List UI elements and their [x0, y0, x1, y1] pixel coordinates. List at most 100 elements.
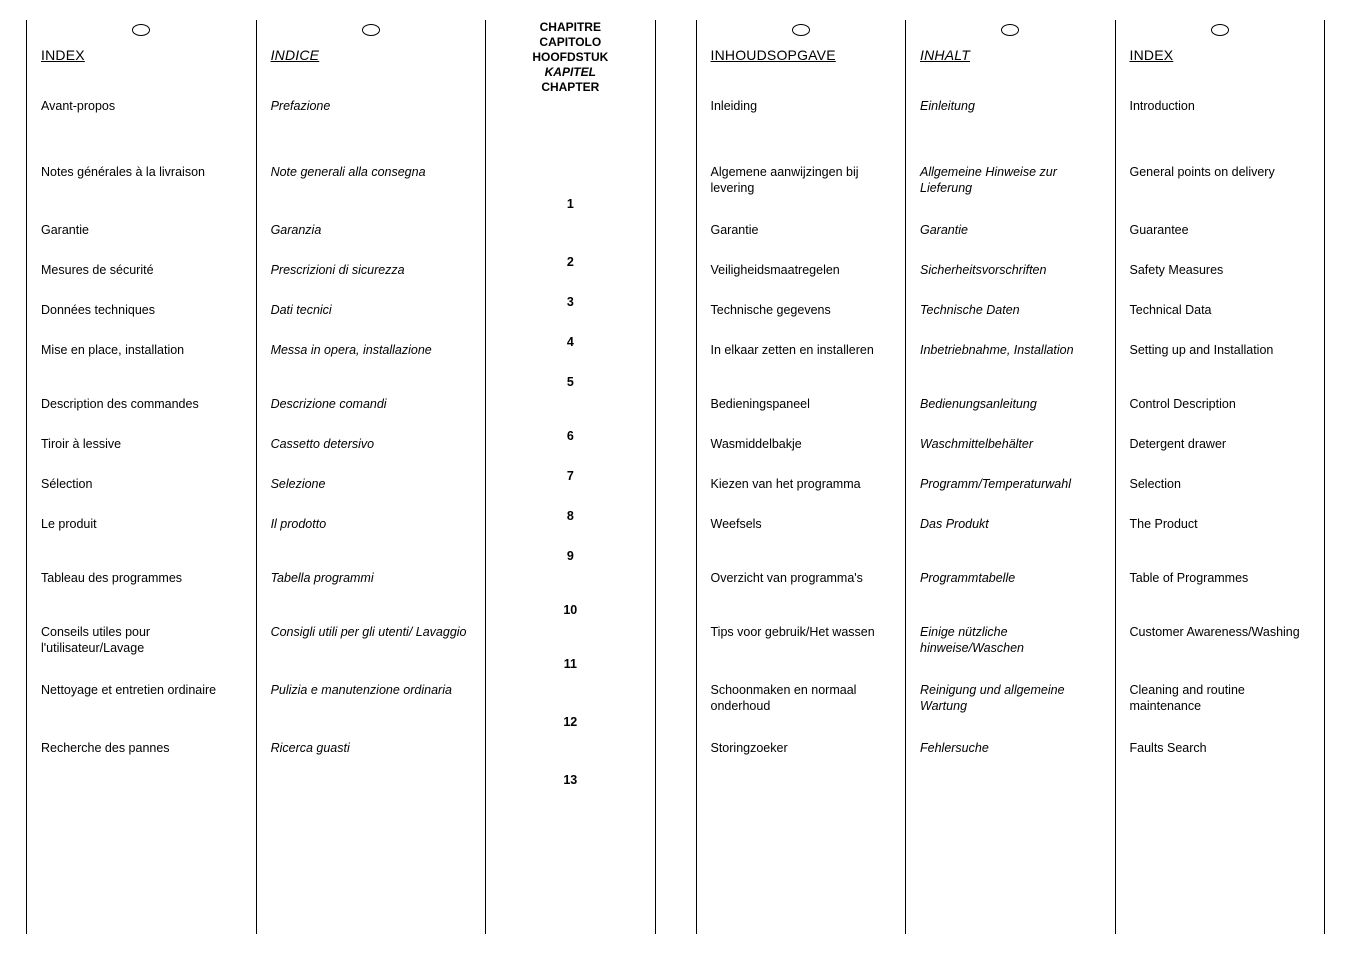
page-left-rule — [26, 20, 27, 934]
entries-en: IntroductionGeneral points on deliveryGu… — [1130, 99, 1311, 781]
spread-gutter — [662, 20, 690, 934]
toc-entry: Conseils utiles pour l'utilisateur/Lavag… — [41, 625, 242, 669]
col-rule — [1115, 20, 1116, 934]
toc-entry: Bedieningspaneel — [711, 397, 892, 423]
heading-de: INHALT — [920, 47, 1101, 63]
toc-entry: Tips voor gebruik/Het wassen — [711, 625, 892, 669]
toc-entry: Dati tecnici — [271, 303, 472, 329]
toc-entry: Garantie — [711, 223, 892, 249]
col-en: INDEX IntroductionGeneral points on deli… — [1122, 20, 1319, 934]
col-fr: INDEX Avant-propos Notes générales à la l… — [33, 20, 250, 934]
chapter-number: 12 — [500, 715, 640, 759]
toc-entry: Sicherheitsvorschriften — [920, 263, 1101, 289]
chapter-number: 3 — [500, 295, 640, 321]
toc-entry: Guarantee — [1130, 223, 1311, 249]
toc-entry: Prefazione — [271, 99, 472, 151]
chapter-header: CHAPITRE CAPITOLO HOOFDSTUK KAPITEL CHAP… — [500, 20, 640, 95]
toc-entry: Wasmiddelbakje — [711, 437, 892, 463]
chapter-label: KAPITEL — [500, 65, 640, 80]
toc-entry: Notes générales à la livraison — [41, 165, 242, 209]
toc-entry: Cleaning and routine maintenance — [1130, 683, 1311, 727]
manual-index-spread: INDEX Avant-propos Notes générales à la l… — [0, 0, 1351, 954]
toc-entry: Waschmittelbehälter — [920, 437, 1101, 463]
toc-entry: Table of Programmes — [1130, 571, 1311, 611]
chapter-label: CHAPITRE — [500, 20, 640, 35]
col-it: INDICE PrefazioneNote generali alla cons… — [263, 20, 480, 934]
chapter-number: 1 — [500, 197, 640, 241]
entries-fr: Avant-propos Notes générales à la livrais… — [41, 99, 242, 781]
flag-icon — [920, 20, 1101, 41]
toc-entry: Tiroir à lessive — [41, 437, 242, 463]
entries-de: Einleitung Allgemeine Hinweise zur Liefer… — [920, 99, 1101, 781]
chapter-number: 4 — [500, 335, 640, 361]
toc-entry: Control Description — [1130, 397, 1311, 423]
toc-entry: Inleiding — [711, 99, 892, 151]
chapter-number: 10 — [500, 603, 640, 643]
flag-icon — [271, 20, 472, 41]
flag-icon — [1130, 20, 1311, 41]
toc-entry: Garantie — [920, 223, 1101, 249]
chapter-number: 9 — [500, 549, 640, 589]
toc-entry: Kiezen van het programma — [711, 477, 892, 503]
heading-nl: INHOUDSOPGAVE — [711, 47, 892, 63]
right-page: INHOUDSOPGAVE InleidingAlgemene aanwijzi… — [690, 20, 1332, 934]
page-right-rule — [655, 20, 656, 934]
col-de: INHALT Einleitung Allgemeine Hinweise zur… — [912, 20, 1109, 934]
toc-entry: Tabella programmi — [271, 571, 472, 611]
toc-entry: Avant-propos — [41, 99, 242, 151]
col-rule — [256, 20, 257, 934]
left-page: INDEX Avant-propos Notes générales à la l… — [20, 20, 662, 934]
toc-entry: Selezione — [271, 477, 472, 503]
toc-entry: Garanzia — [271, 223, 472, 249]
col-nl: INHOUDSOPGAVE InleidingAlgemene aanwijzi… — [703, 20, 900, 934]
toc-entry: Faults Search — [1130, 741, 1311, 767]
toc-entry: Mise en place, installation — [41, 343, 242, 383]
toc-entry: Programmtabelle — [920, 571, 1101, 611]
toc-entry: Detergent drawer — [1130, 437, 1311, 463]
toc-entry: Technische Daten — [920, 303, 1101, 329]
toc-entry: Le produit — [41, 517, 242, 557]
toc-entry: Overzicht van programma's — [711, 571, 892, 611]
toc-entry: Bedienungsanleitung — [920, 397, 1101, 423]
toc-entry: Customer Awareness/Washing — [1130, 625, 1311, 669]
toc-entry: Schoonmaken en normaal onderhoud — [711, 683, 892, 727]
heading-it: INDICE — [271, 47, 472, 63]
toc-entry: Nettoyage et entretien ordinaire — [41, 683, 242, 727]
toc-entry: Veiligheidsmaatregelen — [711, 263, 892, 289]
toc-entry: Descrizione comandi — [271, 397, 472, 423]
chapter-number: 7 — [500, 469, 640, 495]
toc-entry: Recherche des pannes — [41, 741, 242, 767]
toc-entry: Einige nützliche hinweise/Waschen — [920, 625, 1101, 669]
toc-entry: Technical Data — [1130, 303, 1311, 329]
page-right-rule — [1324, 20, 1325, 934]
toc-entry: Einleitung — [920, 99, 1101, 151]
toc-entry: Reinigung und allgemeine Wartung — [920, 683, 1101, 727]
flag-icon — [711, 20, 892, 41]
toc-entry: In elkaar zetten en installeren — [711, 343, 892, 383]
chapter-number: 6 — [500, 429, 640, 455]
entries-it: PrefazioneNote generali alla consegnaGar… — [271, 99, 472, 781]
toc-entry: Données techniques — [41, 303, 242, 329]
toc-entry: Description des commandes — [41, 397, 242, 423]
heading-en: INDEX — [1130, 47, 1311, 63]
col-rule — [485, 20, 486, 934]
entries-nl: InleidingAlgemene aanwijzingen bij lever… — [711, 99, 892, 781]
col-chapter: CHAPITRE CAPITOLO HOOFDSTUK KAPITEL CHAP… — [492, 20, 648, 934]
toc-entry: General points on delivery — [1130, 165, 1311, 209]
chapter-number — [500, 131, 640, 183]
toc-entry: Consigli utili per gli utenti/ Lavaggio — [271, 625, 472, 669]
toc-entry: Il prodotto — [271, 517, 472, 557]
toc-entry: Das Produkt — [920, 517, 1101, 557]
toc-entry: Sélection — [41, 477, 242, 503]
toc-entry: Garantie — [41, 223, 242, 249]
toc-entry: Programm/Temperaturwahl — [920, 477, 1101, 503]
flag-icon — [41, 20, 242, 41]
chapter-number: 13 — [500, 773, 640, 799]
heading-fr: INDEX — [41, 47, 242, 63]
toc-entry: Tableau des programmes — [41, 571, 242, 611]
toc-entry: Inbetriebnahme, Installation — [920, 343, 1101, 383]
chapter-number: 2 — [500, 255, 640, 281]
toc-entry: The Product — [1130, 517, 1311, 557]
toc-entry: Safety Measures — [1130, 263, 1311, 289]
toc-entry: Allgemeine Hinweise zur Lieferung — [920, 165, 1101, 209]
